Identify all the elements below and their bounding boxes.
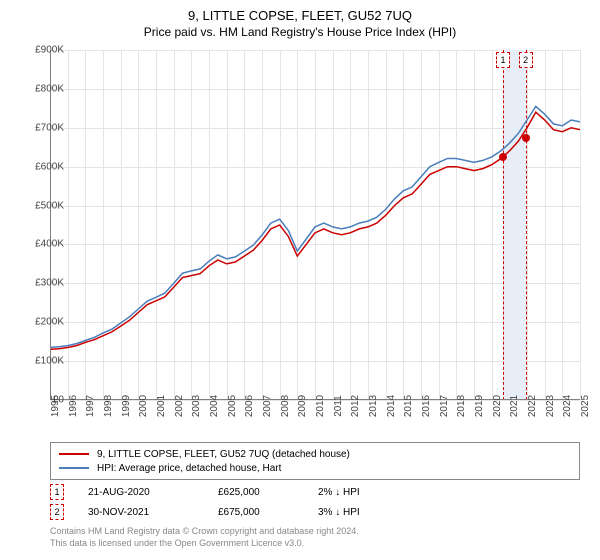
x-tick-label: 2013 [368, 395, 379, 417]
y-tick-label: £200K [20, 317, 64, 328]
y-tick-label: £900K [20, 45, 64, 56]
legend-label: 9, LITTLE COPSE, FLEET, GU52 7UQ (detach… [97, 449, 350, 460]
series-lines [50, 50, 580, 400]
x-tick-label: 2024 [562, 395, 573, 417]
x-tick-label: 2011 [333, 395, 344, 417]
annotation-marker-box: 2 [50, 504, 64, 520]
annotation-row: 2 30-NOV-2021 £675,000 3% ↓ HPI [50, 502, 580, 522]
y-tick-label: £400K [20, 239, 64, 250]
marker-label-box: 1 [496, 52, 510, 68]
y-tick-label: £300K [20, 278, 64, 289]
y-tick-label: £500K [20, 200, 64, 211]
legend-swatch [59, 467, 89, 469]
series-line [50, 112, 580, 349]
x-tick-label: 2004 [209, 395, 220, 417]
chart-subtitle: Price paid vs. HM Land Registry's House … [0, 23, 600, 39]
x-tick-label: 2005 [227, 395, 238, 417]
footer-line: Contains HM Land Registry data © Crown c… [50, 526, 580, 538]
x-tick-label: 2012 [350, 395, 361, 417]
x-tick-label: 2018 [456, 395, 467, 417]
annotation-marker-box: 1 [50, 484, 64, 500]
y-axis [50, 50, 51, 400]
x-tick-label: 2007 [262, 395, 273, 417]
x-tick-label: 2014 [386, 395, 397, 417]
x-tick-label: 1999 [121, 395, 132, 417]
x-tick-label: 2015 [403, 395, 414, 417]
x-tick-label: 2017 [439, 395, 450, 417]
legend-item: HPI: Average price, detached house, Hart [59, 461, 571, 475]
y-tick-label: £600K [20, 161, 64, 172]
x-tick-label: 1995 [50, 395, 61, 417]
x-tick-label: 2000 [138, 395, 149, 417]
annotation-price: £625,000 [218, 487, 318, 498]
x-tick-label: 2003 [191, 395, 202, 417]
annotation-date: 21-AUG-2020 [88, 487, 218, 498]
legend-swatch [59, 453, 89, 455]
annotation-row: 1 21-AUG-2020 £625,000 2% ↓ HPI [50, 482, 580, 502]
chart-title: 9, LITTLE COPSE, FLEET, GU52 7UQ [0, 0, 600, 23]
gridline [580, 50, 581, 400]
x-tick-label: 2022 [527, 395, 538, 417]
x-tick-label: 2010 [315, 395, 326, 417]
series-line [50, 106, 580, 347]
x-tick-label: 2006 [244, 395, 255, 417]
footer: Contains HM Land Registry data © Crown c… [50, 526, 580, 549]
annotation-table: 1 21-AUG-2020 £625,000 2% ↓ HPI 2 30-NOV… [50, 482, 580, 522]
x-tick-label: 2016 [421, 395, 432, 417]
price-marker [522, 134, 530, 142]
x-tick-label: 2023 [545, 395, 556, 417]
x-tick-label: 1997 [85, 395, 96, 417]
legend: 9, LITTLE COPSE, FLEET, GU52 7UQ (detach… [50, 442, 580, 480]
annotation-diff: 2% ↓ HPI [318, 487, 418, 498]
x-tick-label: 2025 [580, 395, 591, 417]
marker-label-box: 2 [519, 52, 533, 68]
x-tick-label: 1996 [68, 395, 79, 417]
price-marker [499, 153, 507, 161]
x-tick-label: 2019 [474, 395, 485, 417]
chart-plot-area: 12 [50, 50, 580, 400]
x-tick-label: 1998 [103, 395, 114, 417]
annotation-date: 30-NOV-2021 [88, 507, 218, 518]
x-tick-label: 2008 [280, 395, 291, 417]
annotation-price: £675,000 [218, 507, 318, 518]
annotation-diff: 3% ↓ HPI [318, 507, 418, 518]
x-tick-label: 2002 [174, 395, 185, 417]
legend-label: HPI: Average price, detached house, Hart [97, 463, 281, 474]
x-tick-label: 2020 [492, 395, 503, 417]
x-tick-label: 2001 [156, 395, 167, 417]
y-tick-label: £700K [20, 122, 64, 133]
footer-line: This data is licensed under the Open Gov… [50, 538, 580, 550]
x-tick-label: 2009 [297, 395, 308, 417]
y-tick-label: £100K [20, 356, 64, 367]
legend-item: 9, LITTLE COPSE, FLEET, GU52 7UQ (detach… [59, 447, 571, 461]
y-tick-label: £800K [20, 83, 64, 94]
x-tick-label: 2021 [509, 395, 520, 417]
